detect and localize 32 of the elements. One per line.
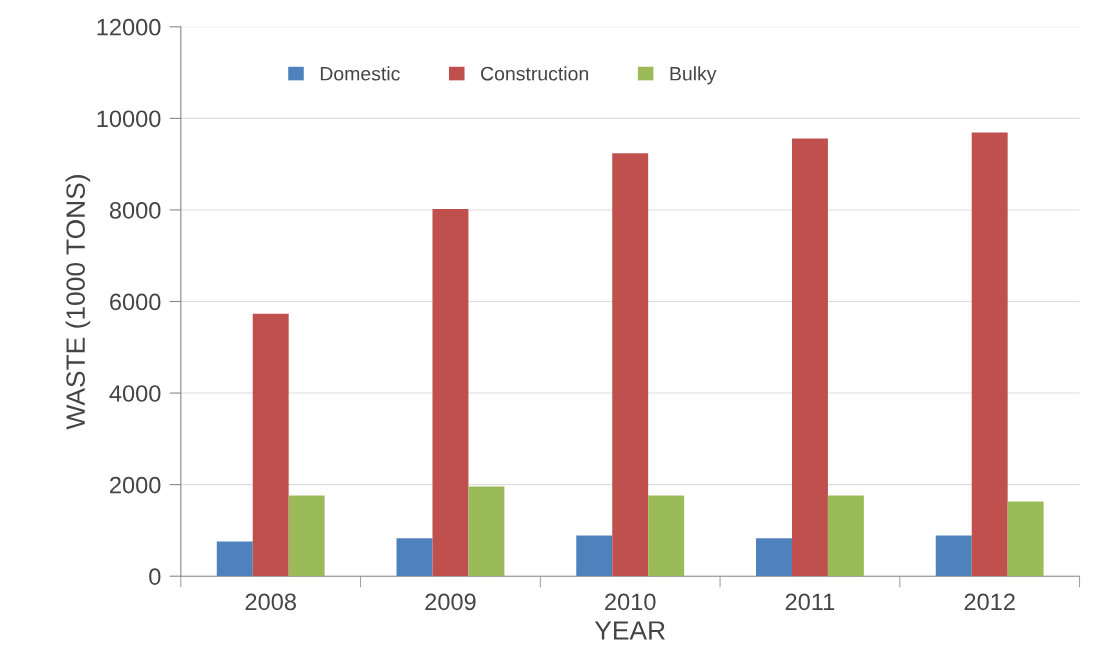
y-tick-label: 10000 <box>97 110 161 128</box>
bar <box>756 538 792 577</box>
bar <box>468 486 505 577</box>
x-tick-label: 2011 <box>785 593 835 611</box>
bar <box>791 138 828 577</box>
bar <box>827 495 864 577</box>
bar <box>252 313 289 577</box>
y-tick-label: 2000 <box>110 476 161 494</box>
y-tick-label: 0 <box>149 568 161 585</box>
bar <box>432 209 469 577</box>
x-axis-title: YEAR <box>594 621 665 640</box>
bar <box>576 535 613 577</box>
x-tick-label: 2010 <box>605 593 656 611</box>
bar <box>648 495 685 577</box>
bar <box>971 132 1008 577</box>
y-tick-label: 12000 <box>97 18 161 36</box>
y-tick-label: 4000 <box>109 385 161 402</box>
bar <box>216 541 253 577</box>
x-tick-label: 2012 <box>964 593 1015 611</box>
bar <box>1007 501 1044 577</box>
bar <box>288 495 325 577</box>
legend-label: Construction <box>481 66 588 81</box>
bar <box>612 153 649 577</box>
bar <box>396 538 433 577</box>
x-tick-label: 2008 <box>245 593 296 611</box>
legend-label: Bulky <box>670 66 717 85</box>
y-axis-title: WASTE (1000 TONS) <box>65 175 91 430</box>
y-tick-label: 6000 <box>110 293 161 311</box>
bar <box>935 535 972 577</box>
y-tick-label: 8000 <box>109 202 161 219</box>
legend-label: Domestic <box>320 66 400 81</box>
x-tick-label: 2009 <box>425 593 476 611</box>
